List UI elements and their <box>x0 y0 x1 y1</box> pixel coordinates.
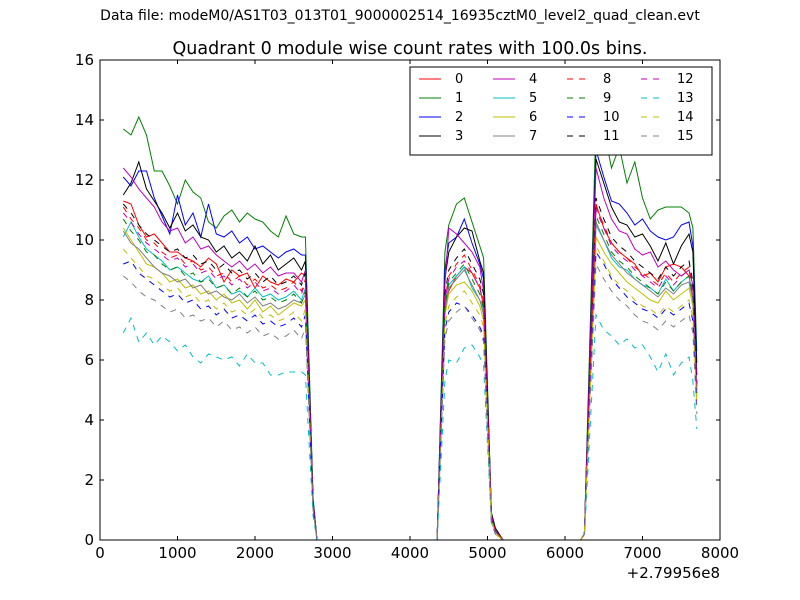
legend-label-12: 12 <box>677 72 694 87</box>
legend-label-10: 10 <box>603 110 620 125</box>
series-line-10 <box>123 250 698 541</box>
legend-label-9: 9 <box>603 91 611 106</box>
x-tick-label: 7000 <box>623 544 661 562</box>
y-tick-label: 2 <box>84 471 94 489</box>
legend-label-1: 1 <box>455 91 463 106</box>
suptitle: Data file: modeM0/AS1T03_013T01_90000025… <box>100 8 700 24</box>
x-offset-label: +2.79956e8 <box>627 564 720 582</box>
legend-label-14: 14 <box>677 110 694 125</box>
x-tick-label: 2000 <box>236 544 274 562</box>
legend-label-3: 3 <box>455 129 463 144</box>
legend-label-7: 7 <box>529 129 537 144</box>
legend-label-8: 8 <box>603 72 611 87</box>
y-tick-label: 10 <box>75 231 94 249</box>
y-tick-label: 14 <box>75 111 94 129</box>
series-line-12 <box>122 209 698 541</box>
y-tick-label: 6 <box>84 351 94 369</box>
legend-label-6: 6 <box>529 110 537 125</box>
legend-box <box>409 66 713 156</box>
x-tick-label: 1000 <box>158 544 196 562</box>
axis-layer: 0 1000 2000 3000 4000 5000 6000 7000 80000246810… <box>75 51 739 562</box>
legend-label-2: 2 <box>455 110 463 125</box>
x-tick-label: 0 <box>95 544 105 562</box>
chart-title: Quadrant 0 module wise count rates with … <box>173 39 648 59</box>
legend-label-15: 15 <box>677 129 694 144</box>
y-tick-label: 16 <box>75 51 94 69</box>
y-tick-label: 4 <box>84 411 94 429</box>
x-tick-label: 8000 <box>701 544 739 562</box>
legend-label-0: 0 <box>455 72 463 87</box>
legend-label-4: 4 <box>529 72 537 87</box>
y-tick-label: 12 <box>75 171 94 189</box>
legend-label-13: 13 <box>677 91 694 106</box>
x-tick-label: 5000 <box>468 544 506 562</box>
x-tick-label: 6000 <box>546 544 584 562</box>
x-tick-label: 4000 <box>391 544 429 562</box>
x-tick-label: 3000 <box>313 544 351 562</box>
legend-label-11: 11 <box>603 129 620 144</box>
y-tick-label: 8 <box>84 291 94 309</box>
legend-label-5: 5 <box>529 91 537 106</box>
series-line-11 <box>122 197 698 541</box>
y-tick-label: 0 <box>84 531 94 549</box>
